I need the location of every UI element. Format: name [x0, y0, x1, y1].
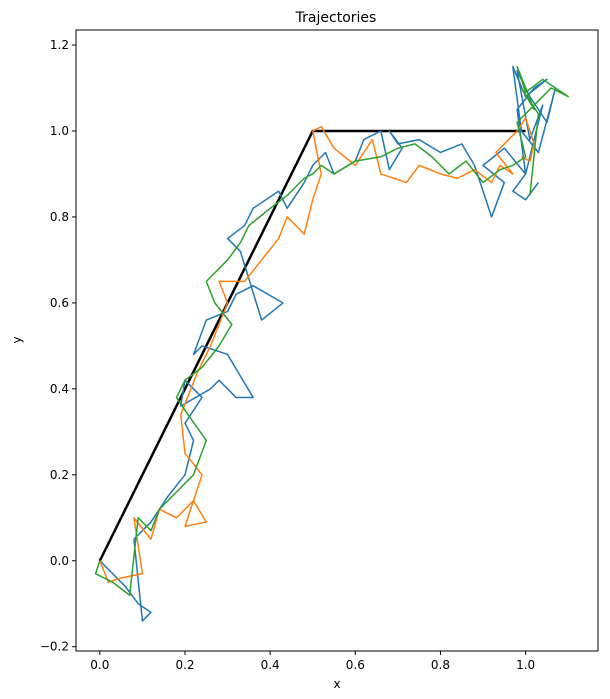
y-tick-label: 0.4	[50, 382, 69, 396]
y-tick-label: 1.0	[50, 124, 69, 138]
y-tick-label: 0.8	[50, 210, 69, 224]
axes-frame	[75, 29, 599, 652]
y-tick-label: 0.0	[50, 554, 69, 568]
plot-area	[75, 29, 599, 652]
trajectory-line-3	[94, 65, 569, 596]
x-tick-label: 0.2	[175, 658, 194, 672]
reference-path-line	[98, 129, 526, 562]
x-tick-label: 0.4	[261, 658, 280, 672]
series-layer	[94, 65, 569, 622]
y-axis-label: y	[10, 336, 24, 343]
trajectory-line-1	[99, 65, 557, 622]
chart-title: Trajectories	[295, 10, 377, 26]
x-tick-label: 1.0	[516, 658, 535, 672]
trajectory-line-2	[99, 117, 535, 583]
x-tick-label: 0.6	[346, 658, 365, 672]
x-tick-label: 0.0	[90, 658, 109, 672]
y-tick-label: 0.2	[50, 468, 69, 482]
x-tick-label: 0.8	[431, 658, 450, 672]
x-axis: 0.0 0.2 0.4 0.6 0.8 1.0	[90, 651, 535, 672]
y-axis: −0.2 0.0 0.2 0.4 0.6 0.8 1.0 1.2	[40, 38, 76, 654]
y-tick-label: 0.6	[50, 296, 69, 310]
x-axis-label: x	[333, 677, 340, 691]
y-tick-label: −0.2	[40, 640, 69, 654]
y-tick-label: 1.2	[50, 38, 69, 52]
